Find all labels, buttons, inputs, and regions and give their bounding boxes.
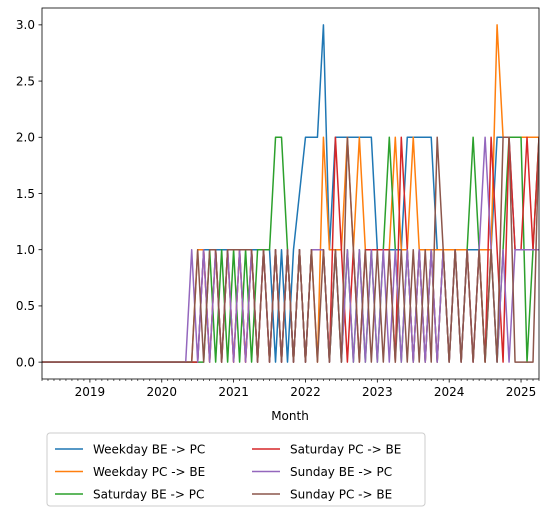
legend: Weekday BE -> PC Weekday PC -> BE Saturday… [46, 432, 426, 507]
x-tick-label: 2025 [506, 385, 537, 399]
series-lines [42, 24, 539, 363]
y-tick-label: 2.0 [16, 131, 35, 145]
y-tick-label: 0.0 [16, 355, 35, 369]
legend-entry-label: Saturday PC -> BE [290, 442, 401, 456]
legend-box [46, 432, 426, 507]
series-line-sunday-pc-be [42, 136, 539, 363]
x-tick-label: 2023 [362, 385, 393, 399]
legend-entry-label: Weekday PC -> BE [93, 465, 205, 479]
axes-frame [41, 7, 540, 380]
y-tick-label: 3.0 [16, 18, 35, 32]
x-axis-title: Month [271, 409, 309, 423]
plot-frame [41, 7, 540, 380]
legend-entry-label: Weekday BE -> PC [93, 442, 205, 456]
y-tick-label: 2.5 [16, 74, 35, 88]
x-tick-label: 2024 [434, 385, 465, 399]
x-tick-label: 2022 [290, 385, 321, 399]
axes-layer: 0.0 0.5 1.0 1.5 2.0 2.5 3.0 2019 2020 2021 2022 202… [16, 18, 540, 399]
legend-entry-label: Saturday BE -> PC [93, 487, 204, 501]
legend-entry-label: Sunday BE -> PC [290, 465, 392, 479]
x-tick-label: 2021 [218, 385, 249, 399]
y-tick-label: 1.0 [16, 243, 35, 257]
y-tick-label: 1.5 [16, 187, 35, 201]
legend-entry-label: Sunday PC -> BE [290, 487, 392, 501]
x-tick-label: 2020 [146, 385, 177, 399]
x-tick-label: 2019 [75, 385, 106, 399]
y-tick-label: 0.5 [16, 299, 35, 313]
